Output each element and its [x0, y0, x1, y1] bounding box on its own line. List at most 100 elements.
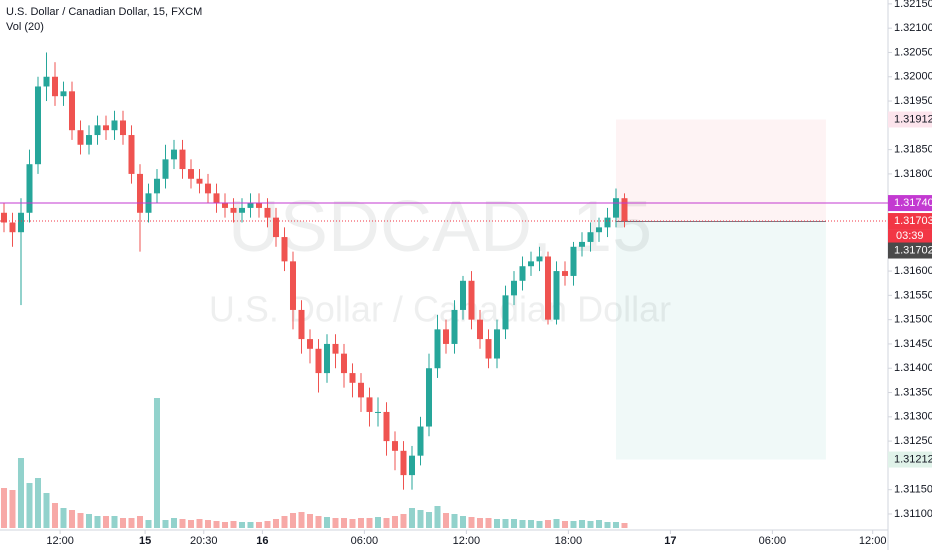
y-tick-label: 1.31100: [894, 508, 932, 520]
volume-bar: [196, 519, 203, 528]
volume-bar: [264, 521, 271, 528]
volume-bar: [0, 488, 7, 528]
volume-bar: [102, 516, 109, 528]
volume-bar: [204, 520, 211, 528]
candle-body: [510, 280, 517, 296]
volume-bar: [170, 518, 177, 528]
volume-bar: [400, 514, 407, 528]
candle-body: [153, 178, 160, 194]
volume-bar: [315, 516, 322, 528]
x-tick-label: 06:00: [759, 535, 787, 547]
price-line-label-bg: [888, 195, 932, 212]
volume-bar: [323, 517, 330, 528]
candle-body: [349, 373, 356, 383]
volume-bar: [425, 512, 432, 528]
volume-bar: [289, 513, 296, 528]
volume-bar: [553, 519, 560, 528]
volume-bar: [9, 490, 16, 528]
volume-bar: [349, 519, 356, 528]
indicator-label: Vol (20): [6, 21, 44, 33]
volume-bar: [451, 514, 458, 528]
candle-body: [43, 76, 50, 87]
price-line-label: 1.31740: [894, 197, 932, 209]
y-tick-label: 1.31150: [894, 484, 932, 496]
volume-bar: [570, 521, 577, 528]
watermark-symbol: USDCAD, 15: [228, 187, 652, 267]
volume-bar: [493, 519, 500, 528]
volume-bar: [213, 521, 220, 528]
candle-body: [298, 309, 305, 340]
position-stop-zone: [615, 119, 826, 222]
chart-title: U.S. Dollar / Canadian Dollar, 15, FXCM: [6, 6, 202, 18]
volume-bar: [179, 519, 186, 528]
volume-bar: [578, 520, 585, 528]
candle-body: [264, 207, 271, 218]
candle-body: [170, 149, 177, 160]
y-tick-label: 1.31850: [894, 144, 932, 156]
volume-bar: [26, 483, 33, 528]
candle-body: [476, 319, 483, 340]
y-tick-label: 1.32100: [894, 22, 932, 34]
candle-body: [77, 130, 84, 145]
price-line-label: 1.31703: [894, 215, 932, 227]
candle-body: [570, 246, 577, 276]
candle-body: [502, 295, 509, 330]
candle-body: [51, 76, 58, 97]
candle-body: [468, 280, 475, 320]
volume-bar: [162, 520, 169, 528]
y-tick-label: 1.32150: [894, 0, 932, 10]
volume-bar: [357, 518, 364, 528]
volume-bar: [417, 510, 424, 528]
volume-bar: [187, 520, 194, 528]
y-tick-label: 1.31450: [894, 338, 932, 350]
candle-body: [111, 120, 118, 131]
position-label: 1.31702: [894, 244, 932, 256]
candle-body: [315, 348, 322, 374]
position-label: 1.31212: [894, 453, 932, 465]
volume-bar: [332, 518, 339, 528]
x-tick-label: 12:00: [859, 535, 887, 547]
volume-bar: [502, 519, 509, 528]
candle-body: [434, 329, 441, 369]
candle-body: [94, 125, 101, 136]
y-tick-label: 1.31600: [894, 265, 932, 277]
candle-body: [604, 217, 611, 228]
volume-bar: [17, 458, 24, 528]
candle-body: [544, 256, 551, 320]
volume-bar: [298, 512, 305, 528]
volume-bar: [230, 521, 237, 528]
candle-body: [9, 222, 16, 233]
candle-body: [68, 91, 75, 131]
candle-body: [26, 164, 33, 213]
volume-bar: [468, 517, 475, 528]
watermark-name: U.S. Dollar / Canadian Dollar: [209, 289, 671, 330]
candle-body: [527, 261, 534, 267]
candle-body: [247, 203, 254, 208]
candle-body: [204, 183, 211, 194]
volume-bar: [94, 516, 101, 528]
volume-bar: [366, 518, 373, 528]
volume-bar: [621, 523, 628, 528]
volume-bar: [51, 503, 58, 528]
candle-body: [340, 353, 347, 374]
y-tick-label: 1.31350: [894, 386, 932, 398]
volume-bar: [527, 520, 534, 528]
candle-body: [323, 343, 330, 374]
volume-bar: [221, 522, 228, 528]
y-tick-label: 1.31500: [894, 314, 932, 326]
candle-body: [357, 382, 364, 398]
candle-body: [85, 135, 92, 145]
y-tick-label: 1.31550: [894, 289, 932, 301]
candle-body: [119, 120, 126, 136]
volume-bar: [119, 518, 126, 528]
candle-body: [187, 169, 194, 179]
volume-bar: [485, 518, 492, 528]
candle-body: [162, 159, 169, 179]
x-tick-label: 18:00: [555, 535, 583, 547]
volume-bar: [136, 516, 143, 528]
candle-body: [485, 339, 492, 359]
candle-body: [179, 149, 186, 170]
candle-body: [383, 411, 390, 442]
volume-bar: [68, 510, 75, 528]
